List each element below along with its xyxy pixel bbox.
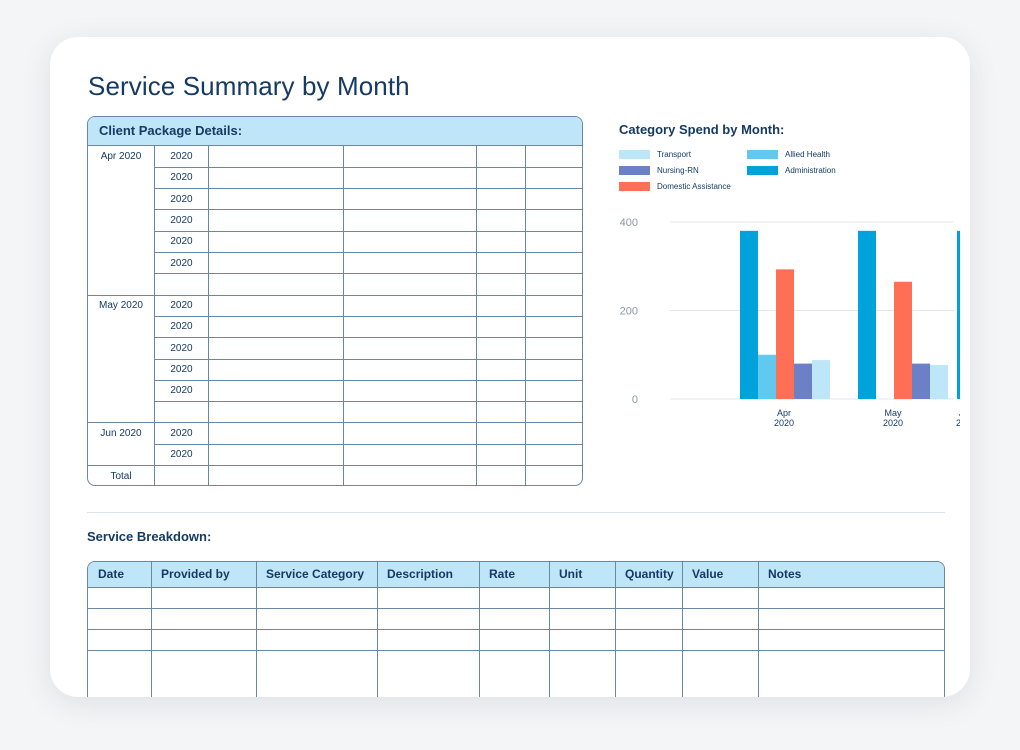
table-row-line [88, 629, 944, 630]
bar-domestic-assistance-1 [894, 281, 912, 399]
column-header[interactable]: Notes [768, 567, 802, 581]
row-line [154, 230, 582, 232]
legend-item-administration: Administration [747, 166, 836, 175]
legend-swatch-administration [747, 166, 778, 175]
year-cell: 2020 [170, 385, 193, 397]
service-breakdown-table: Date Provided by Service Category Descripti… [87, 561, 945, 697]
table-row-line [88, 650, 944, 651]
grid-column-line [208, 146, 209, 485]
legend-swatch-transport [619, 150, 650, 159]
year-cell: 2020 [170, 449, 193, 461]
group-divider-line [88, 294, 582, 296]
bar-transport-1 [930, 364, 948, 399]
month-label: Apr 2020 [100, 151, 142, 162]
year-cell: 2020 [170, 342, 193, 354]
client-package-body: Apr 2020 2020 2020 2020 2020 2020 2020 May 2020… [88, 146, 582, 485]
bar-administration-0 [740, 230, 758, 399]
column-header[interactable]: Service Category [266, 567, 365, 581]
x-tick-label: 2020 [883, 418, 903, 428]
legend-swatch-domestic-assistance [619, 182, 650, 191]
legend-swatch-allied-health [747, 150, 778, 159]
row-line [154, 315, 582, 317]
breakdown-header-row: Date Provided by Service Category Descripti… [88, 562, 944, 588]
table-row-line [88, 608, 944, 609]
year-cell: 2020 [170, 300, 193, 312]
row-line [154, 188, 582, 190]
legend-label-transport: Transport [657, 150, 691, 159]
row-line [154, 337, 582, 339]
row-line [154, 443, 582, 445]
bar-transport-0 [812, 360, 830, 399]
x-tick-label: Apr [777, 408, 791, 418]
row-line [154, 209, 582, 211]
legend-item-nursing-rn: Nursing-RN [619, 166, 699, 175]
bar-nursing-rn-0 [794, 363, 812, 399]
y-tick-label: 0 [632, 394, 638, 406]
y-tick-label: 200 [620, 306, 638, 318]
bar-administration-2 [957, 230, 960, 399]
column-header[interactable]: Value [692, 567, 724, 581]
row-line [154, 379, 582, 381]
x-tick-label: 2020 [774, 418, 794, 428]
year-cell: 2020 [170, 257, 193, 269]
grid-column-line [476, 146, 477, 485]
group-divider-line [88, 422, 582, 424]
legend-label-domestic-assistance: Domestic Assistance [657, 182, 731, 191]
y-tick-label: 400 [620, 217, 638, 229]
column-header[interactable]: Date [98, 567, 125, 581]
x-tick-label: May [884, 408, 902, 418]
legend-label-allied-health: Allied Health [785, 150, 830, 159]
grid-column-line [525, 146, 526, 485]
column-header[interactable]: Provided by [161, 567, 230, 581]
grid-column-line [343, 146, 344, 485]
section-divider [87, 512, 945, 513]
legend-item-domestic-assistance: Domestic Assistance [619, 182, 731, 191]
bar-nursing-rn-1 [912, 363, 930, 399]
month-label: May 2020 [99, 300, 143, 312]
column-header[interactable]: Quantity [625, 567, 674, 581]
client-package-table: Client Package Details: Apr 2020 2020 2020… [87, 116, 583, 486]
column-header[interactable]: Description [387, 567, 454, 581]
bar-allied-health-0 [758, 354, 776, 399]
legend-item-transport: Transport [619, 150, 691, 159]
year-cell: 2020 [170, 151, 193, 162]
month-label: Jun 2020 [100, 427, 142, 439]
legend-label-nursing-rn: Nursing-RN [657, 166, 699, 175]
year-cell: 2020 [170, 364, 193, 375]
year-cell: 2020 [170, 236, 193, 248]
grid-column-line [154, 146, 155, 485]
legend-label-administration: Administration [785, 166, 836, 175]
legend-item-allied-health: Allied Health [747, 150, 830, 159]
column-header[interactable]: Unit [559, 567, 583, 581]
chart-title: Category Spend by Month: [619, 122, 785, 137]
group-divider-line [88, 465, 582, 466]
row-line [154, 252, 582, 253]
x-tick-label: Jun [959, 408, 960, 418]
client-package-heading: Client Package Details: [88, 117, 582, 146]
year-cell: 2020 [170, 214, 193, 226]
year-cell: 2020 [170, 427, 193, 439]
year-cell: 2020 [170, 193, 193, 205]
bar-administration-1 [858, 230, 876, 399]
year-cell: 2020 [170, 321, 193, 333]
column-header[interactable]: Rate [489, 567, 516, 581]
breakdown-heading: Service Breakdown: [87, 529, 212, 544]
page-title: Service Summary by Month [88, 71, 410, 101]
year-cell: 2020 [170, 172, 193, 184]
row-line [154, 166, 582, 168]
legend-swatch-nursing-rn [619, 166, 650, 175]
summary-card: Service Summary by Month Client Package … [50, 37, 970, 697]
row-line [154, 273, 582, 275]
x-tick-label: 2020 [956, 418, 960, 428]
row-line [154, 358, 582, 360]
bar-chart: 0200400Apr2020May2020Jun2020 [620, 217, 960, 428]
row-line [154, 401, 582, 403]
month-label: Total [110, 470, 132, 482]
bar-domestic-assistance-0 [776, 269, 794, 399]
